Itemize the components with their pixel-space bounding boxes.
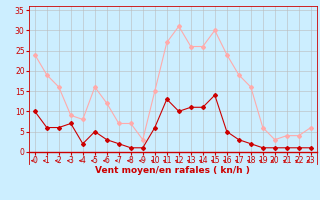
X-axis label: Vent moyen/en rafales ( kn/h ): Vent moyen/en rafales ( kn/h ) [95,166,250,175]
